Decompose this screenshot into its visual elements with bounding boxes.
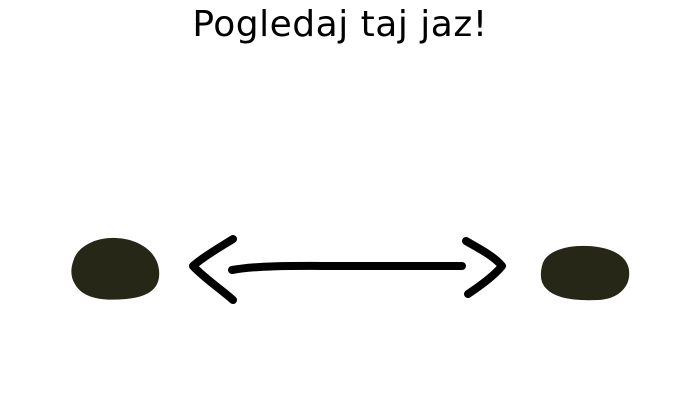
- arrow-shaft: [228, 261, 466, 274]
- arrow-head-left: [189, 235, 237, 304]
- right-blob: [540, 245, 630, 301]
- diagram-title: Pogledaj taj jaz!: [192, 4, 488, 45]
- left-blob: [71, 237, 160, 300]
- arrow-head-right: [462, 237, 506, 298]
